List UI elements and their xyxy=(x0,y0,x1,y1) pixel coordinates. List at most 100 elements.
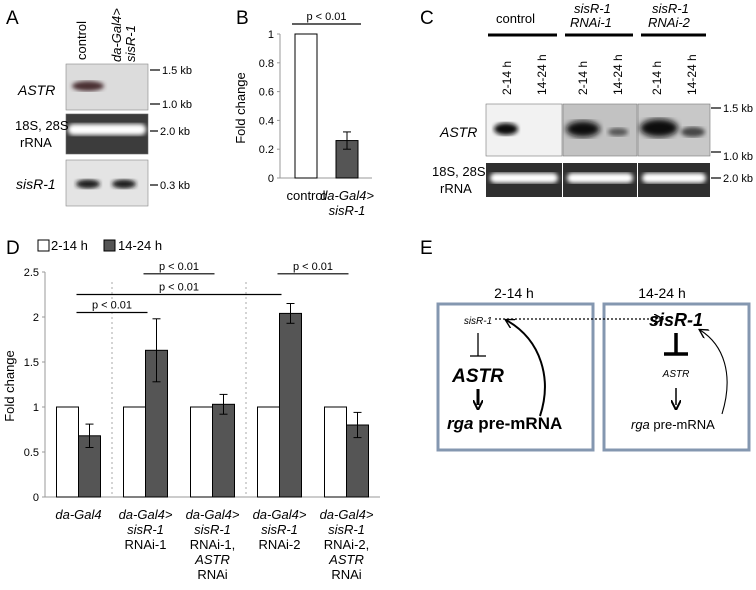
b-ytick-label: 1 xyxy=(268,29,274,41)
c-lane-4: 14-24 h xyxy=(611,54,625,95)
c-marker-1-5kb: 1.5 kb xyxy=(723,103,753,115)
panel-a: A control da-Gal4> sisR-1 ASTR 18S, 28S … xyxy=(6,8,192,207)
d-ytick-label: 0.5 xyxy=(24,447,39,459)
d-sig-label: p < 0.01 xyxy=(159,282,199,294)
c-lane-3: 2-14 h xyxy=(576,61,590,95)
d-xtick-label: RNAi-2 xyxy=(259,537,301,552)
e1-astr: ASTR xyxy=(451,366,504,387)
c-row-rrna: rRNA xyxy=(440,181,472,196)
d-xtick-label: RNAi xyxy=(331,567,361,582)
e1-feedback-arrow xyxy=(506,320,546,417)
d-bar-late xyxy=(279,312,302,498)
lane-label-control: control xyxy=(74,21,89,60)
d-bar-early xyxy=(257,406,280,498)
e-box-early xyxy=(436,302,595,452)
e-box2-title: 14-24 h xyxy=(638,285,685,301)
d-xtick-label: da-Gal4> xyxy=(320,507,374,522)
d-ylabel: Fold change xyxy=(2,350,17,422)
c-group-sisr1-b: sisR-1 xyxy=(652,1,689,16)
d-xtick-label: RNAi xyxy=(197,567,227,582)
d-ytick-label: 1 xyxy=(33,402,39,414)
d-ytick-label: 2.5 xyxy=(24,267,39,279)
legend-label-early: 2-14 h xyxy=(51,238,88,253)
panel-c-label: C xyxy=(420,8,434,29)
d-xtick-label: da-Gal4> xyxy=(119,507,173,522)
panel-a-label: A xyxy=(6,8,19,29)
chart-d: 00.511.522.5da-Gal4 da-Gal4>sisR-1RNAi-1d… xyxy=(24,261,380,582)
c-band-rnai2-early xyxy=(640,119,678,137)
d-bar-late xyxy=(212,403,235,498)
c-group-rnai1: RNAi-1 xyxy=(570,15,612,30)
b-ytick-label: 0 xyxy=(268,173,274,185)
d-xtick-label: sisR-1 xyxy=(328,522,365,537)
panel-b: B Fold change 0 0.2 0.4 0.6 0.8 1 controlda-Ga… xyxy=(233,8,374,218)
b-bar xyxy=(294,33,318,179)
d-legend: 2-14 h 14-24 h xyxy=(37,238,162,253)
panel-b-label: B xyxy=(236,8,249,29)
d-bar-early xyxy=(56,406,79,498)
b-ytick-label: 0.6 xyxy=(259,87,274,99)
legend-label-late: 14-24 h xyxy=(118,238,162,253)
b-ylabel: Fold change xyxy=(233,72,248,144)
marker-0-3kb: 0.3 kb xyxy=(160,180,190,192)
panel-e: E 2-14 h 14-24 h sisR-1 ASTR rga pre-mRN… xyxy=(420,238,751,452)
c-band-rnai1-early xyxy=(566,121,600,137)
d-xtick-label: da-Gal4> xyxy=(186,507,240,522)
legend-swatch-early xyxy=(37,239,50,252)
b-sig-label: p < 0.01 xyxy=(306,11,346,23)
b-ytick-label: 0.8 xyxy=(259,58,274,70)
d-xtick-label: sisR-1 xyxy=(261,522,298,537)
c-band-rnai2-late xyxy=(681,127,705,137)
c-lane-6: 14-24 h xyxy=(685,54,699,95)
d-xtick-label: RNAi-1 xyxy=(125,537,167,552)
panel-c: C control sisR-1 RNAi-1 sisR-1 RNAi-2 2-… xyxy=(420,1,753,197)
marker-2-0kb: 2.0 kb xyxy=(160,126,190,138)
d-xtick-label: RNAi-1, xyxy=(190,537,236,552)
d-bar-early xyxy=(190,406,213,498)
c-band-rnai1-late xyxy=(608,128,628,136)
panel-d: D Fold change 2-14 h 14-24 h 0 0.5 1 1.5 2 2.… xyxy=(2,238,380,582)
lane-label-sisr1: sisR-1 xyxy=(123,25,138,62)
c-group-rnai2: RNAi-2 xyxy=(648,15,691,30)
c-band-control-early xyxy=(494,123,518,135)
d-sig-label: p < 0.01 xyxy=(92,300,132,312)
c-row-astr: ASTR xyxy=(439,124,477,140)
d-sig-label: p < 0.01 xyxy=(159,261,199,273)
d-xtick-label: da-Gal4> xyxy=(253,507,307,522)
legend-swatch-late xyxy=(103,239,116,252)
band-astr-control xyxy=(72,81,104,91)
d-xtick-label: RNAi-2, xyxy=(324,537,370,552)
marker-1-5kb: 1.5 kb xyxy=(162,65,192,77)
band-sisr1-da xyxy=(112,179,136,189)
d-xtick-label: ASTR xyxy=(328,552,364,567)
c-lane-5: 2-14 h xyxy=(650,61,664,95)
e2-feedback-arrow xyxy=(700,330,728,415)
e1-sisr1: sisR-1 xyxy=(464,316,492,327)
d-xtick-label: sisR-1 xyxy=(127,522,164,537)
d-ytick-label: 2 xyxy=(33,312,39,324)
e2-sisr1: sisR-1 xyxy=(649,310,703,330)
d-xtick-label: ASTR xyxy=(194,552,230,567)
row-label-rrna: rRNA xyxy=(20,135,52,150)
d-xtick-label: da-Gal4 xyxy=(55,507,101,522)
c-group-sisr1-a: sisR-1 xyxy=(574,1,611,16)
c-row-18s: 18S, 28S xyxy=(432,164,486,179)
band-sisr1-control xyxy=(76,179,100,189)
band-rrna xyxy=(68,124,146,135)
b-ytick-label: 0.2 xyxy=(259,144,274,156)
row-label-astr: ASTR xyxy=(17,82,55,98)
e2-rga-line: rga pre-mRNA xyxy=(631,417,715,432)
c-group-control: control xyxy=(496,11,535,26)
d-xtick-label: sisR-1 xyxy=(194,522,231,537)
e-box1-title: 2-14 h xyxy=(494,285,534,301)
row-label-18s: 18S, 28S xyxy=(15,118,69,133)
e2-astr: ASTR xyxy=(662,369,690,380)
c-marker-1-0kb: 1.0 kb xyxy=(723,151,753,163)
c-lane-2: 14-24 h xyxy=(535,54,549,95)
row-label-sisr1: sisR-1 xyxy=(16,176,56,192)
d-bar-early xyxy=(324,406,347,498)
d-ytick-label: 0 xyxy=(33,492,39,504)
panel-e-label: E xyxy=(420,238,433,259)
lane-label-da-gal4: da-Gal4> xyxy=(109,8,124,62)
